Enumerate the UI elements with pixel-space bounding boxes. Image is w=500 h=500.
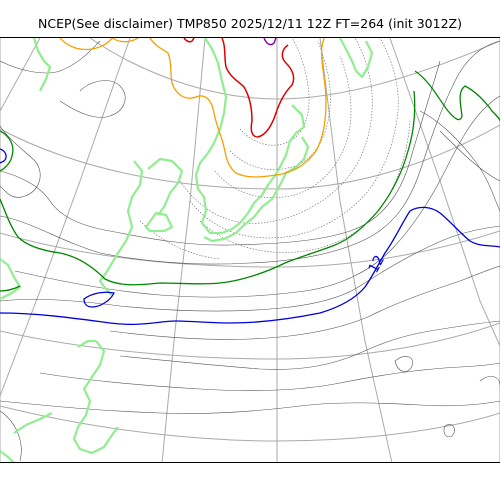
contour-red	[221, 38, 295, 138]
weather-map: 12	[0, 38, 500, 462]
isotherm	[479, 376, 500, 387]
isotherm	[0, 60, 441, 246]
contour-orange	[111, 38, 139, 43]
isotherm-dotted	[214, 55, 352, 199]
contour-12	[0, 206, 500, 326]
contours-colored	[0, 38, 500, 326]
contour-label-12: 12	[366, 253, 388, 276]
coastline	[72, 340, 119, 455]
contour-green	[0, 130, 14, 172]
coastline	[203, 136, 310, 243]
meridian	[161, 38, 206, 462]
isotherm-dotted	[229, 40, 331, 170]
isotherm	[439, 130, 500, 182]
coastline	[98, 160, 144, 296]
parallel	[89, 38, 500, 100]
isotherm	[109, 265, 500, 340]
isotherm	[419, 110, 500, 212]
coastline	[147, 157, 184, 216]
coastline	[0, 450, 15, 462]
coastline	[32, 38, 52, 92]
isotherm-dotted	[179, 38, 373, 224]
isotherm-dotted	[199, 120, 411, 253]
isotherm-dotted	[239, 38, 310, 146]
isotherms-solid	[0, 40, 500, 462]
isotherm	[0, 400, 500, 414]
isotherm	[119, 320, 500, 370]
isotherm	[394, 356, 413, 372]
isotherm-dotted	[139, 220, 221, 260]
contour-green	[0, 285, 21, 292]
contour-12	[0, 148, 7, 164]
isotherm	[0, 125, 41, 198]
parallel	[0, 405, 500, 442]
contour-12	[83, 291, 115, 308]
isotherm	[0, 410, 22, 462]
isotherm	[443, 424, 455, 438]
isotherms-dotted	[139, 38, 411, 260]
isotherm-dotted	[189, 38, 399, 239]
map-panel: 12	[0, 37, 500, 463]
coastline	[13, 412, 53, 434]
contour-orange	[149, 38, 327, 178]
contour-green	[414, 70, 500, 122]
isotherm	[39, 362, 500, 391]
map-title: NCEP(See disclaimer) TMP850 2025/12/11 1…	[38, 16, 462, 31]
coastline	[339, 38, 374, 79]
coastline	[194, 38, 306, 235]
meridian	[0, 38, 131, 397]
isotherm	[0, 40, 500, 265]
contour-purple	[263, 38, 277, 46]
parallel	[0, 230, 500, 268]
coastline	[77, 339, 96, 348]
isotherm	[0, 225, 500, 312]
meridian	[319, 38, 393, 462]
isotherm	[59, 80, 126, 118]
contour-green	[0, 90, 416, 286]
isotherm	[14, 95, 500, 298]
meridian	[0, 38, 41, 112]
parallel	[0, 322, 500, 360]
isotherm	[0, 40, 101, 74]
coastline	[144, 211, 174, 233]
contour-red	[183, 38, 195, 43]
coastlines	[0, 38, 374, 462]
coastline	[0, 258, 22, 300]
contour-orange	[59, 38, 113, 51]
